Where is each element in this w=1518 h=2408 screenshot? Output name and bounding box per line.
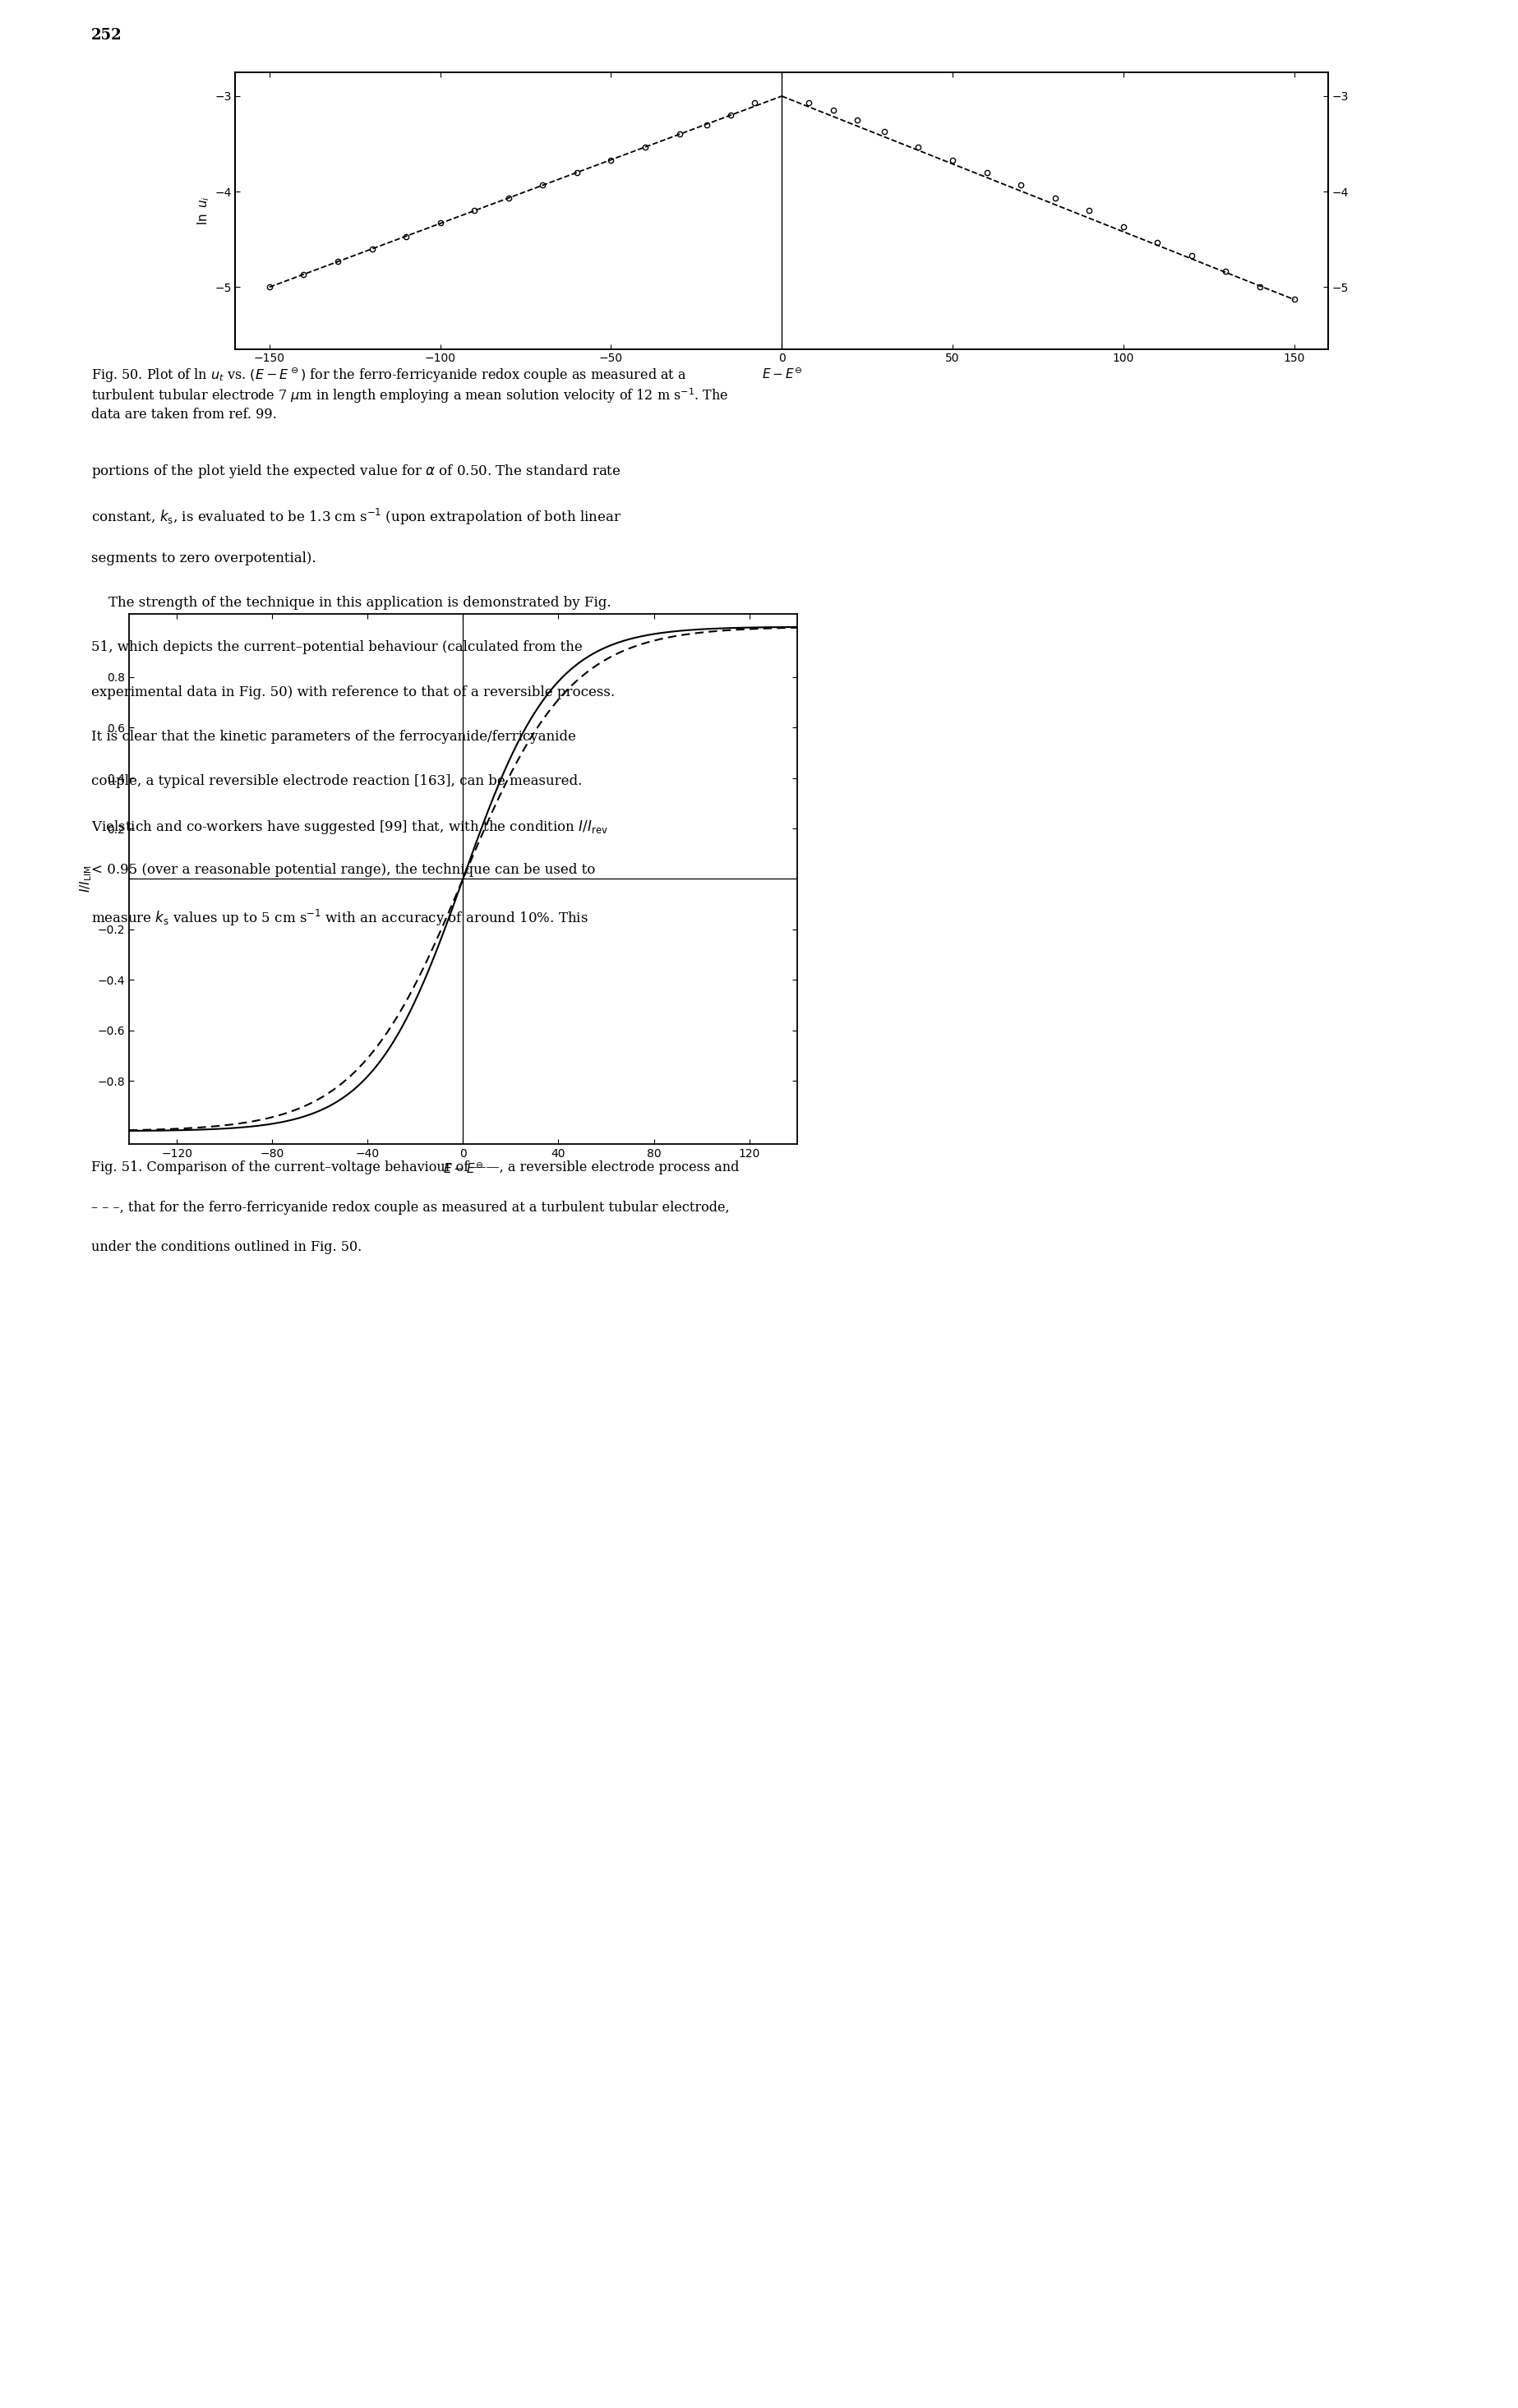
Text: Fig. 50. Plot of ln $u_t$ vs. $(E - E^\ominus)$ for the ferro-ferricyanide redox: Fig. 50. Plot of ln $u_t$ vs. $(E - E^\o… bbox=[91, 366, 729, 421]
Text: constant, $k_{\rm s}$, is evaluated to be 1.3 cm s$^{-1}$ (upon extrapolation of: constant, $k_{\rm s}$, is evaluated to b… bbox=[91, 506, 621, 527]
Text: Vielstich and co-workers have suggested [99] that, with the condition $I/I_{\rm : Vielstich and co-workers have suggested … bbox=[91, 819, 607, 836]
Text: – – –, that for the ferro-ferricyanide redox couple as measured at a turbulent t: – – –, that for the ferro-ferricyanide r… bbox=[91, 1199, 729, 1214]
Text: segments to zero overpotential).: segments to zero overpotential). bbox=[91, 551, 316, 566]
Text: under the conditions outlined in Fig. 50.: under the conditions outlined in Fig. 50… bbox=[91, 1240, 361, 1255]
Y-axis label: $I/I_{\rm LIM}$: $I/I_{\rm LIM}$ bbox=[79, 864, 94, 893]
Text: < 0.95 (over a reasonable potential range), the technique can be used to: < 0.95 (over a reasonable potential rang… bbox=[91, 862, 595, 877]
Y-axis label: $\ln\ u_i$: $\ln\ u_i$ bbox=[196, 195, 211, 226]
Text: The strength of the technique in this application is demonstrated by Fig.: The strength of the technique in this ap… bbox=[91, 595, 612, 609]
Text: couple, a typical reversible electrode reaction [163], can be measured.: couple, a typical reversible electrode r… bbox=[91, 773, 581, 787]
Text: measure $k_{\rm s}$ values up to 5 cm s$^{-1}$ with an accuracy of around 10%. T: measure $k_{\rm s}$ values up to 5 cm s$… bbox=[91, 908, 587, 927]
Text: portions of the plot yield the expected value for $\alpha$ of 0.50. The standard: portions of the plot yield the expected … bbox=[91, 462, 621, 479]
X-axis label: $E - E^{\ominus}$: $E - E^{\ominus}$ bbox=[762, 368, 802, 383]
Text: It is clear that the kinetic parameters of the ferrocyanide/ferricyanide: It is clear that the kinetic parameters … bbox=[91, 730, 575, 744]
Text: Fig. 51. Comparison of the current–voltage behaviour of ——, a reversible electro: Fig. 51. Comparison of the current–volta… bbox=[91, 1161, 739, 1175]
X-axis label: $E - E^{\ominus}$: $E - E^{\ominus}$ bbox=[443, 1161, 483, 1175]
Text: experimental data in Fig. 50) with reference to that of a reversible process.: experimental data in Fig. 50) with refer… bbox=[91, 684, 615, 698]
Text: 252: 252 bbox=[91, 26, 121, 43]
Text: 51, which depicts the current–potential behaviour (calculated from the: 51, which depicts the current–potential … bbox=[91, 641, 583, 655]
